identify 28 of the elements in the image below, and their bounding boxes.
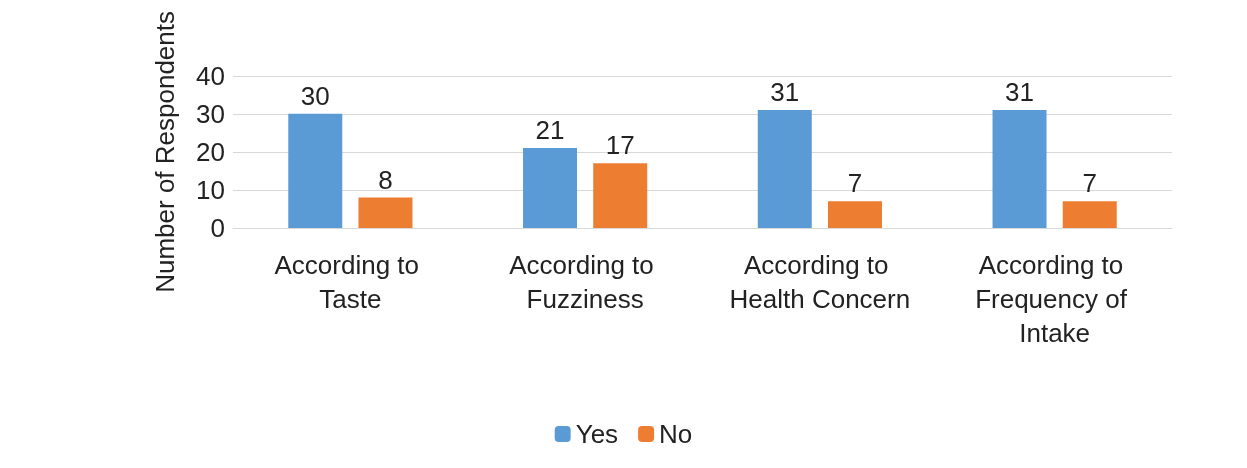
bar <box>288 113 343 228</box>
x-tick-label: According to Health Concern <box>729 250 911 314</box>
bar <box>992 110 1047 228</box>
data-label: 7 <box>1082 168 1097 199</box>
y-tick-label: 40 <box>196 60 225 91</box>
x-tick-label: According to Taste <box>274 250 427 314</box>
x-tick-label: According to Fuzziness <box>509 250 661 314</box>
data-label: 17 <box>605 130 635 161</box>
y-axis-title: Number of Respondents <box>150 11 180 293</box>
data-label: 31 <box>770 77 800 108</box>
bar <box>827 201 882 228</box>
y-tick-label: 10 <box>196 174 225 205</box>
data-label: 21 <box>535 115 565 146</box>
y-tick-label: 30 <box>196 98 225 129</box>
data-label: 30 <box>300 80 330 111</box>
bar <box>1062 201 1117 228</box>
legend-label: No <box>659 419 693 449</box>
data-label: 8 <box>378 164 393 195</box>
bar <box>757 110 812 228</box>
legend-label: Yes <box>575 419 619 449</box>
data-label: 7 <box>847 168 863 199</box>
bar <box>593 163 648 228</box>
y-tick-label: 0 <box>210 213 225 243</box>
y-tick-label: 20 <box>196 136 225 167</box>
bar <box>358 197 413 228</box>
data-label: 31 <box>1005 77 1034 108</box>
bar <box>523 148 578 228</box>
x-tick-label: According to Frequency of Intake <box>975 250 1135 348</box>
